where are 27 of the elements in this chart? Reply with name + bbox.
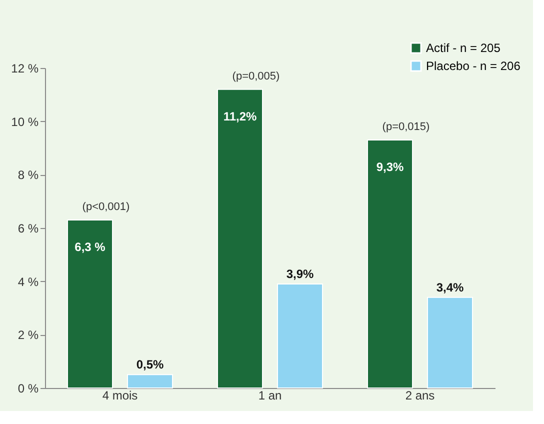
y-tick-label: 2 % bbox=[18, 328, 39, 342]
bar bbox=[67, 220, 113, 388]
annotation: (p<0,001) bbox=[82, 201, 130, 213]
data-label: 3,9% bbox=[286, 267, 314, 281]
annotation: (p=0,005) bbox=[232, 70, 280, 82]
y-tick-label: 6 % bbox=[18, 222, 39, 236]
bar bbox=[367, 140, 413, 388]
bar bbox=[277, 284, 323, 388]
y-tick-label: 0 % bbox=[18, 382, 39, 396]
data-label: 0,5% bbox=[136, 358, 164, 372]
data-label: 9,3% bbox=[376, 160, 404, 174]
x-tick-label: 1 an bbox=[258, 388, 282, 402]
data-label: 6,3 % bbox=[74, 240, 106, 254]
legend-label: Placebo - n = 206 bbox=[426, 59, 521, 73]
bar bbox=[127, 374, 173, 388]
annotation: (p=0,015) bbox=[382, 121, 430, 133]
bar bbox=[217, 88, 263, 388]
y-tick-label: 4 % bbox=[18, 274, 39, 289]
x-tick-label: 2 ans bbox=[405, 388, 435, 402]
legend-label: Actif - n = 205 bbox=[426, 41, 501, 55]
y-tick-label: 10 % bbox=[11, 114, 39, 129]
y-tick-label: 8 % bbox=[18, 168, 39, 182]
data-label: 11,2% bbox=[223, 109, 258, 124]
x-tick-label: 4 mois bbox=[102, 388, 138, 402]
data-label: 3,4% bbox=[436, 280, 464, 294]
bar bbox=[427, 296, 473, 388]
y-tick-label: 12 % bbox=[11, 62, 39, 76]
